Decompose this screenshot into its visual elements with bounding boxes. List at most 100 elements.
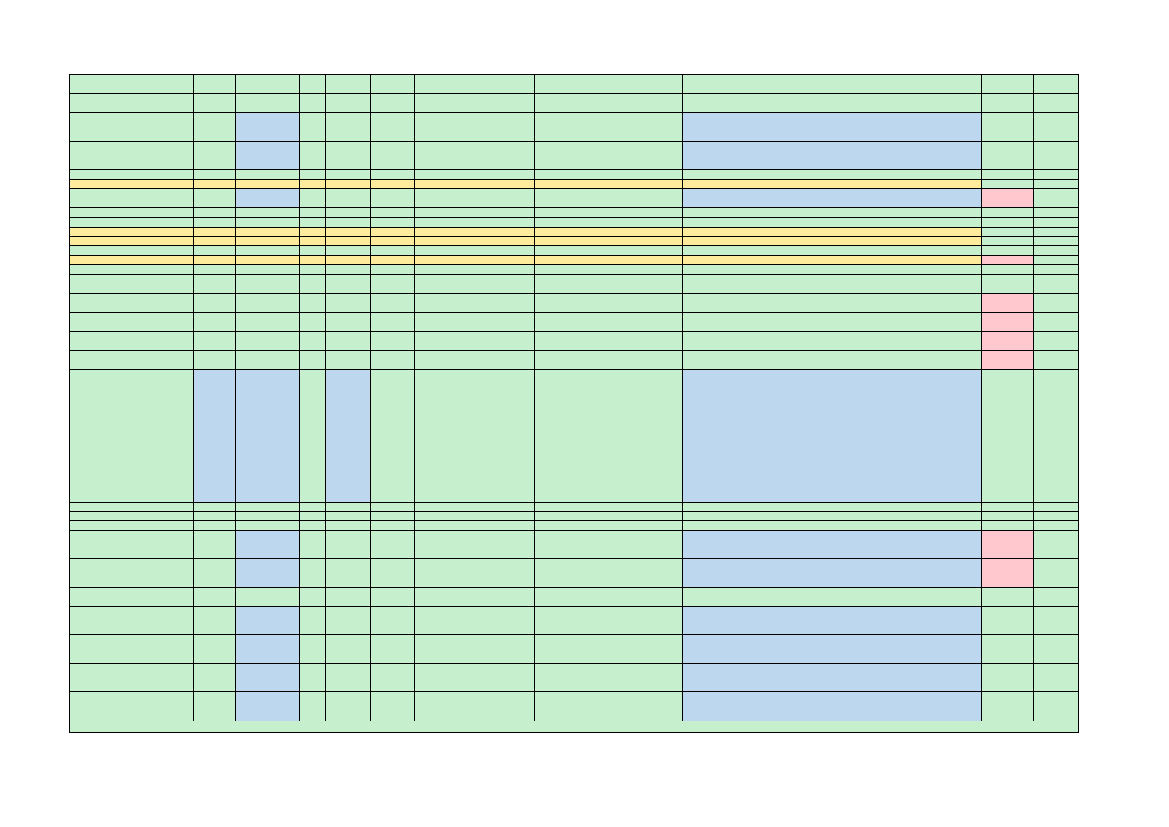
- cell-r16-c8[interactable]: [535, 294, 683, 313]
- cell-r9-c11[interactable]: [1034, 218, 1078, 228]
- cell-r11-c11[interactable]: [1034, 237, 1078, 246]
- cell-r20-c1[interactable]: [70, 370, 194, 503]
- cell-r24-c4[interactable]: [300, 531, 326, 559]
- cell-r18-c9[interactable]: [683, 332, 982, 351]
- cell-r1-c11[interactable]: [1034, 75, 1078, 94]
- cell-r1-c8[interactable]: [535, 75, 683, 94]
- cell-r17-c10[interactable]: [982, 313, 1034, 332]
- cell-r27-c3[interactable]: [236, 607, 300, 635]
- cell-r25-c3[interactable]: [236, 559, 300, 588]
- cell-r18-c10[interactable]: [982, 332, 1034, 351]
- cell-r21-c9[interactable]: [683, 503, 982, 512]
- cell-r5-c8[interactable]: [535, 170, 683, 180]
- cell-r14-c2[interactable]: [194, 265, 236, 275]
- cell-r13-c7[interactable]: [415, 256, 535, 265]
- cell-r6-c9[interactable]: [683, 180, 982, 189]
- cell-r25-c4[interactable]: [300, 559, 326, 588]
- cell-r5-c4[interactable]: [300, 170, 326, 180]
- cell-r4-c9[interactable]: [683, 142, 982, 170]
- cell-r16-c1[interactable]: [70, 294, 194, 313]
- cell-r18-c2[interactable]: [194, 332, 236, 351]
- cell-r16-c6[interactable]: [371, 294, 415, 313]
- cell-r11-c8[interactable]: [535, 237, 683, 246]
- cell-r16-c5[interactable]: [326, 294, 371, 313]
- cell-r25-c6[interactable]: [371, 559, 415, 588]
- cell-r17-c1[interactable]: [70, 313, 194, 332]
- cell-r19-c1[interactable]: [70, 351, 194, 370]
- cell-r5-c2[interactable]: [194, 170, 236, 180]
- cell-r6-c6[interactable]: [371, 180, 415, 189]
- cell-r1-c6[interactable]: [371, 75, 415, 94]
- cell-r19-c2[interactable]: [194, 351, 236, 370]
- cell-r3-c3[interactable]: [236, 113, 300, 142]
- cell-r3-c6[interactable]: [371, 113, 415, 142]
- cell-r10-c11[interactable]: [1034, 228, 1078, 237]
- cell-r20-c7[interactable]: [415, 370, 535, 503]
- cell-r23-c1[interactable]: [70, 521, 194, 531]
- cell-r12-c9[interactable]: [683, 246, 982, 256]
- cell-r18-c11[interactable]: [1034, 332, 1078, 351]
- cell-r7-c9[interactable]: [683, 189, 982, 208]
- cell-r14-c4[interactable]: [300, 265, 326, 275]
- cell-r30-c8[interactable]: [535, 692, 683, 721]
- cell-r6-c4[interactable]: [300, 180, 326, 189]
- cell-r27-c5[interactable]: [326, 607, 371, 635]
- cell-r4-c8[interactable]: [535, 142, 683, 170]
- cell-r26-c9[interactable]: [683, 588, 982, 607]
- cell-r17-c5[interactable]: [326, 313, 371, 332]
- cell-r2-c5[interactable]: [326, 94, 371, 113]
- cell-r9-c10[interactable]: [982, 218, 1034, 228]
- cell-r24-c1[interactable]: [70, 531, 194, 559]
- cell-r30-c4[interactable]: [300, 692, 326, 721]
- cell-r7-c1[interactable]: [70, 189, 194, 208]
- cell-r7-c3[interactable]: [236, 189, 300, 208]
- cell-r17-c11[interactable]: [1034, 313, 1078, 332]
- cell-r19-c10[interactable]: [982, 351, 1034, 370]
- cell-r1-c2[interactable]: [194, 75, 236, 94]
- cell-r4-c6[interactable]: [371, 142, 415, 170]
- cell-r30-c3[interactable]: [236, 692, 300, 721]
- cell-r25-c8[interactable]: [535, 559, 683, 588]
- cell-r6-c1[interactable]: [70, 180, 194, 189]
- cell-r1-c10[interactable]: [982, 75, 1034, 94]
- cell-r7-c8[interactable]: [535, 189, 683, 208]
- cell-r26-c10[interactable]: [982, 588, 1034, 607]
- cell-r13-c6[interactable]: [371, 256, 415, 265]
- cell-r19-c3[interactable]: [236, 351, 300, 370]
- cell-r8-c2[interactable]: [194, 208, 236, 218]
- cell-r13-c3[interactable]: [236, 256, 300, 265]
- cell-r19-c7[interactable]: [415, 351, 535, 370]
- cell-r2-c2[interactable]: [194, 94, 236, 113]
- cell-r28-c8[interactable]: [535, 635, 683, 664]
- cell-r4-c11[interactable]: [1034, 142, 1078, 170]
- cell-r29-c1[interactable]: [70, 664, 194, 692]
- cell-r1-c4[interactable]: [300, 75, 326, 94]
- cell-r11-c7[interactable]: [415, 237, 535, 246]
- cell-r20-c5[interactable]: [326, 370, 371, 503]
- cell-r28-c3[interactable]: [236, 635, 300, 664]
- cell-r24-c6[interactable]: [371, 531, 415, 559]
- cell-r27-c6[interactable]: [371, 607, 415, 635]
- cell-r28-c4[interactable]: [300, 635, 326, 664]
- cell-r3-c4[interactable]: [300, 113, 326, 142]
- cell-r15-c1[interactable]: [70, 275, 194, 294]
- cell-r6-c8[interactable]: [535, 180, 683, 189]
- cell-r12-c8[interactable]: [535, 246, 683, 256]
- cell-r27-c9[interactable]: [683, 607, 982, 635]
- cell-r6-c10[interactable]: [982, 180, 1034, 189]
- cell-r11-c4[interactable]: [300, 237, 326, 246]
- cell-r22-c7[interactable]: [415, 512, 535, 521]
- cell-r5-c5[interactable]: [326, 170, 371, 180]
- cell-r8-c11[interactable]: [1034, 208, 1078, 218]
- cell-r9-c9[interactable]: [683, 218, 982, 228]
- cell-r11-c6[interactable]: [371, 237, 415, 246]
- cell-r18-c4[interactable]: [300, 332, 326, 351]
- cell-r10-c6[interactable]: [371, 228, 415, 237]
- cell-r30-c6[interactable]: [371, 692, 415, 721]
- cell-r2-c6[interactable]: [371, 94, 415, 113]
- cell-r29-c5[interactable]: [326, 664, 371, 692]
- cell-r10-c3[interactable]: [236, 228, 300, 237]
- cell-r26-c3[interactable]: [236, 588, 300, 607]
- cell-r26-c1[interactable]: [70, 588, 194, 607]
- cell-r13-c11[interactable]: [1034, 256, 1078, 265]
